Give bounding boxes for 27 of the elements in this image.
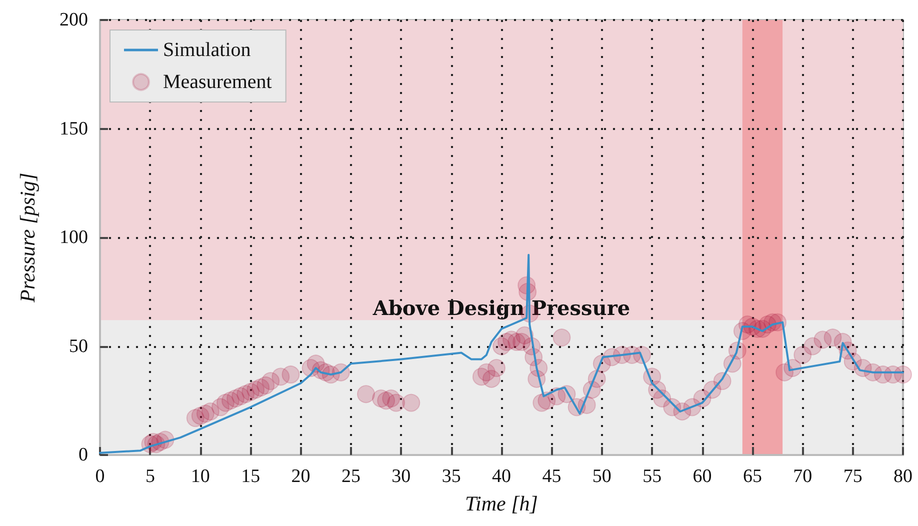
y-axis-title: Pressure [psig] xyxy=(16,172,40,304)
x-axis-title: Time [h] xyxy=(465,492,538,516)
y-tick-label: 150 xyxy=(60,118,88,140)
x-tick-label: 45 xyxy=(542,466,562,487)
legend-label: Simulation xyxy=(163,39,251,61)
band-label: Above Design Pressure xyxy=(372,296,630,320)
x-tick-label: 75 xyxy=(843,466,862,487)
x-tick-label: 80 xyxy=(894,466,912,487)
y-tick-label: 0 xyxy=(78,444,88,466)
x-tick-label: 60 xyxy=(692,466,712,487)
x-tick-label: 50 xyxy=(592,466,612,487)
x-tick-label: 0 xyxy=(95,466,105,487)
x-tick-label: 5 xyxy=(145,466,155,487)
x-tick-label: 55 xyxy=(642,466,662,487)
x-tick-label: 15 xyxy=(241,466,260,487)
x-tick-label: 65 xyxy=(742,466,762,487)
y-tick-label: 50 xyxy=(69,336,88,357)
legend-label: Measurement xyxy=(163,71,272,93)
x-tick-label: 30 xyxy=(392,466,411,487)
x-tick-label: 25 xyxy=(341,466,360,487)
x-tick-label: 20 xyxy=(291,466,310,487)
x-tick-label: 10 xyxy=(190,466,210,487)
y-tick-label: 200 xyxy=(60,10,88,30)
y-tick-label: 100 xyxy=(60,227,88,248)
x-tick-label: 40 xyxy=(492,466,511,487)
x-tick-label: 70 xyxy=(793,466,812,487)
x-tick-label: 35 xyxy=(442,466,461,487)
